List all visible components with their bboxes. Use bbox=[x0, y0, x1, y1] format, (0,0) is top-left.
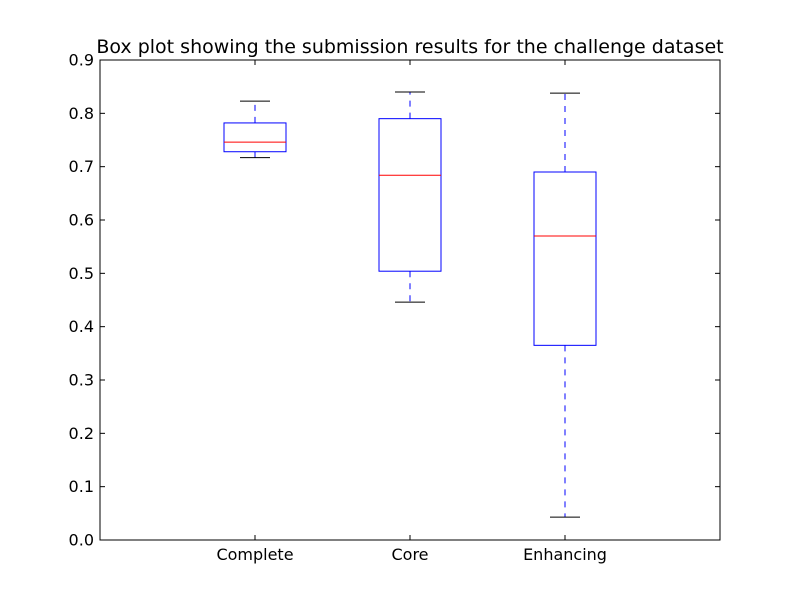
y-tick-label: 0.3 bbox=[69, 371, 94, 390]
y-tick-label: 0.7 bbox=[69, 157, 94, 176]
plot-area bbox=[100, 59, 720, 541]
box-complete bbox=[223, 60, 287, 540]
x-tick-label: Core bbox=[391, 545, 428, 564]
y-tick-label: 0.0 bbox=[69, 531, 94, 550]
y-tick-label: 0.9 bbox=[69, 51, 94, 70]
y-tick-label: 0.6 bbox=[69, 211, 94, 230]
axes-frame bbox=[99, 59, 721, 541]
x-tick-label: Complete bbox=[216, 545, 293, 564]
chart-title: Box plot showing the submission results … bbox=[96, 36, 723, 58]
box-iqr bbox=[378, 118, 442, 272]
y-tick-label: 0.8 bbox=[69, 104, 94, 123]
y-tick-label: 0.5 bbox=[69, 264, 94, 283]
box-enhancing bbox=[533, 60, 597, 540]
y-tick-label: 0.1 bbox=[69, 477, 94, 496]
box-iqr bbox=[223, 122, 287, 153]
x-tick-label: Enhancing bbox=[523, 545, 607, 564]
box-iqr bbox=[533, 171, 597, 346]
box-core bbox=[378, 60, 442, 540]
y-tick-label: 0.2 bbox=[69, 424, 94, 443]
y-tick-label: 0.4 bbox=[69, 317, 94, 336]
